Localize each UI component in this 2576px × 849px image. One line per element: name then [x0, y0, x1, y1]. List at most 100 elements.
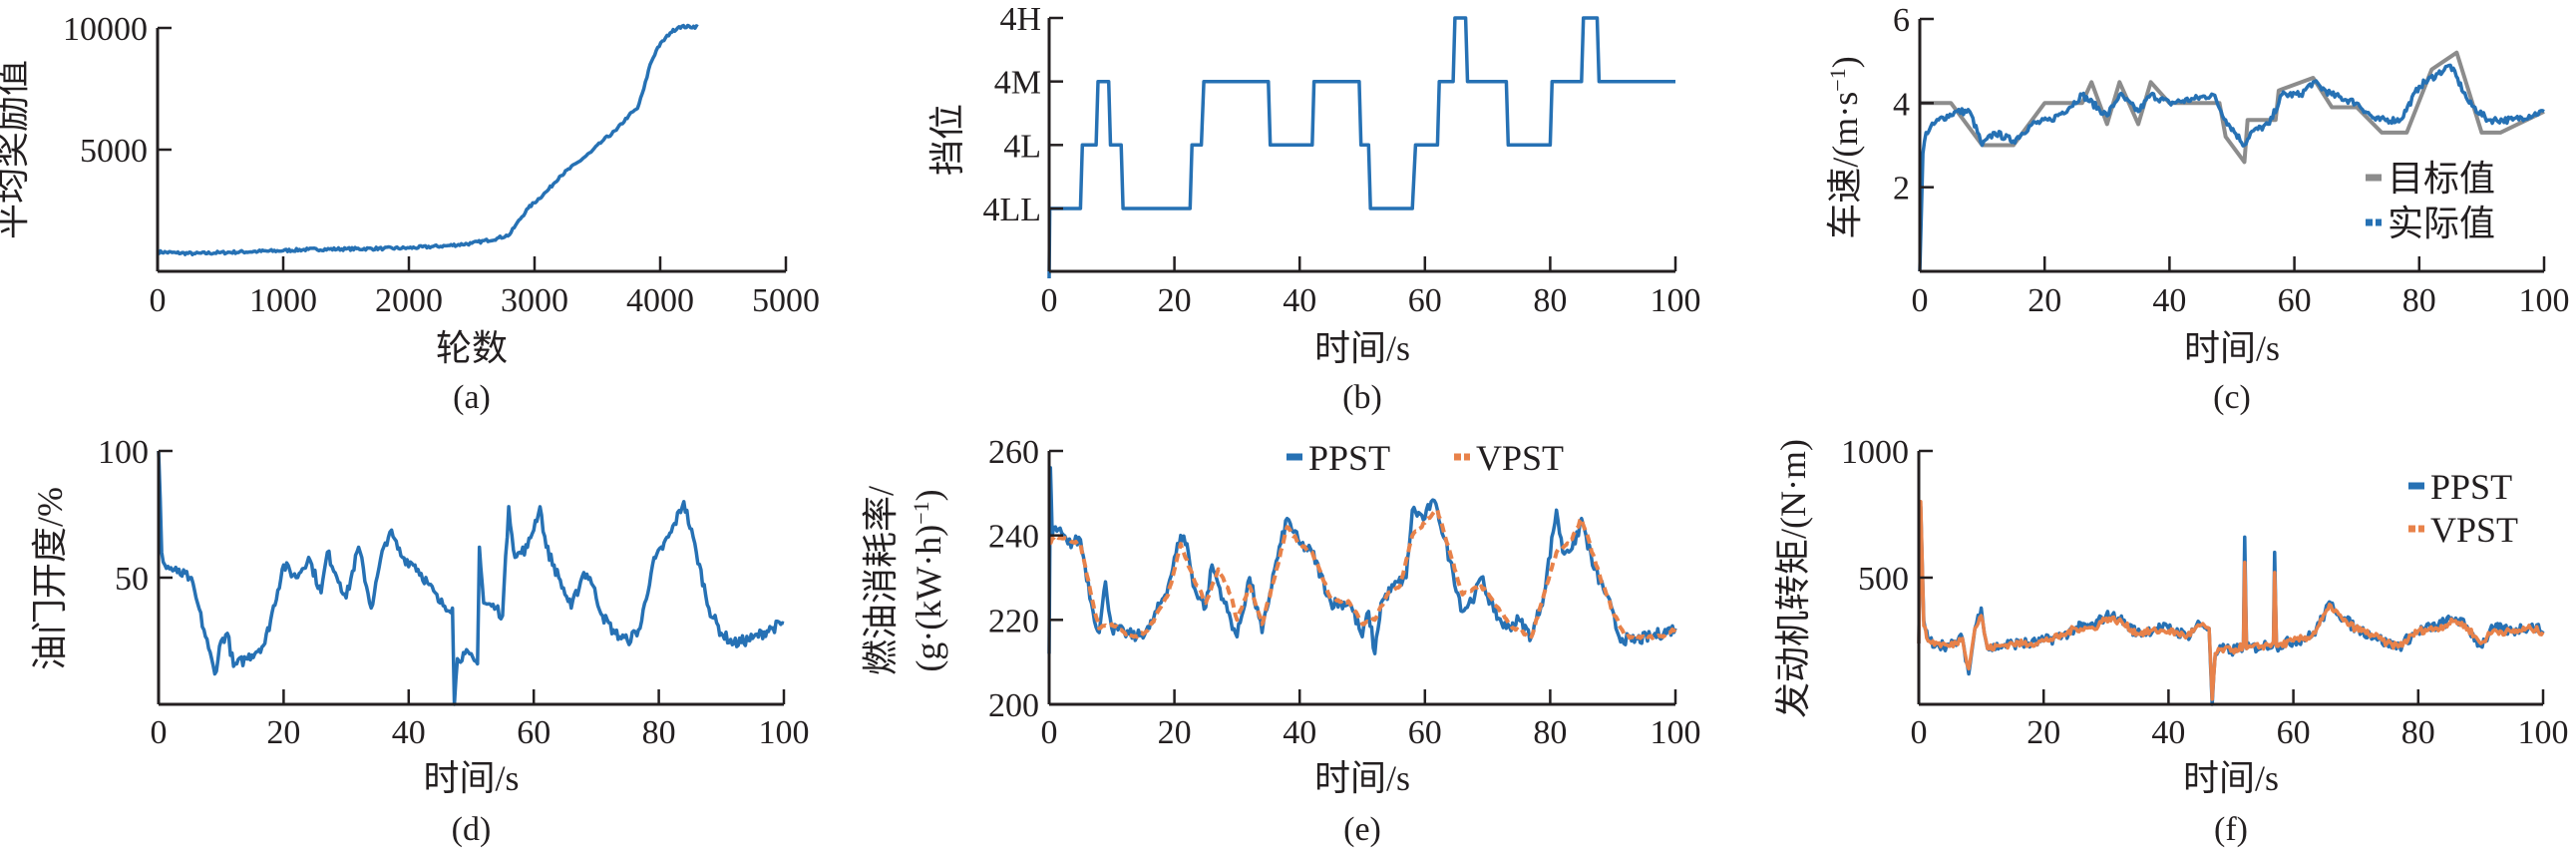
series-line-实际值 — [1918, 63, 2545, 272]
panel-caption: (c) — [2213, 379, 2251, 416]
x-tick-label: 0 — [151, 714, 168, 751]
y-tick-label: 50 — [115, 561, 149, 598]
y-tick-label: 4L — [1003, 128, 1041, 165]
x-tick-label: 20 — [2027, 282, 2061, 319]
y-tick-label: 260 — [988, 434, 1039, 471]
legend-label: 实际值 — [2388, 204, 2495, 243]
x-tick-label: 0 — [1041, 714, 1058, 751]
legend-label: PPST — [1308, 438, 1390, 478]
y-axis-label: 发动机转矩/(N·m) — [1773, 439, 1813, 718]
y-axis-label-superscript: −1 — [1825, 68, 1850, 91]
x-tick-label: 40 — [1283, 282, 1316, 319]
y-tick-label: 5000 — [80, 133, 148, 170]
x-tick-label: 20 — [266, 714, 300, 751]
y-axis-label-part: ) — [1825, 56, 1865, 68]
x-tick-label: 3000 — [501, 282, 568, 319]
x-axis-label: 时间/s — [423, 758, 519, 798]
x-tick-label: 80 — [1533, 282, 1567, 319]
y-tick-label: 200 — [988, 687, 1039, 724]
x-tick-label: 20 — [2026, 714, 2060, 751]
x-tick-label: 4000 — [626, 282, 694, 319]
y-tick-label: 100 — [98, 434, 149, 471]
legend-label: 目标值 — [2388, 159, 2495, 199]
y-tick-label: 240 — [988, 519, 1039, 556]
x-tick-label: 5000 — [752, 282, 820, 319]
x-tick-label: 80 — [1533, 714, 1567, 751]
x-tick-label: 20 — [1158, 282, 1192, 319]
x-axis-label: 时间/s — [1314, 758, 1410, 798]
x-tick-label: 60 — [1408, 282, 1442, 319]
y-axis-label-part: ) — [909, 489, 948, 501]
panel-caption: (f) — [2214, 811, 2248, 848]
legend-label: PPST — [2430, 467, 2512, 507]
y-axis-label-part: 油门开度/% — [30, 487, 70, 670]
y-axis-label-part: 挡位 — [927, 104, 967, 176]
legend-label: VPST — [1476, 438, 1564, 478]
x-tick-label: 0 — [150, 282, 167, 319]
legend-item-PPST: PPST — [2408, 467, 2512, 507]
y-tick-label: 6 — [1893, 2, 1910, 39]
x-tick-label: 60 — [2278, 282, 2312, 319]
x-tick-label: 100 — [1651, 282, 1701, 319]
y-axis-label-part: 燃油消耗率/ — [861, 486, 901, 675]
y-axis-label-part: 平均奖励值 — [0, 60, 32, 239]
legend-item-实际值: 实际值 — [2366, 204, 2495, 243]
y-axis-label-part: 车速/(m·s — [1825, 92, 1865, 239]
series-line-VPST — [1917, 500, 2545, 701]
x-axis-label: 时间/s — [1314, 328, 1410, 368]
x-tick-label: 60 — [2277, 714, 2311, 751]
x-tick-label: 40 — [392, 714, 426, 751]
x-tick-label: 20 — [1158, 714, 1192, 751]
y-tick-label: 1000 — [1841, 434, 1909, 471]
x-axis-label: 时间/s — [2183, 758, 2279, 798]
y-tick-label: 4M — [994, 65, 1041, 102]
x-tick-label: 2000 — [375, 282, 443, 319]
x-tick-label: 60 — [517, 714, 551, 751]
y-axis-label: 车速/(m·s−1) — [1825, 56, 1866, 238]
chart-panel-b: 0 20 40 60 80 100 4LL 4L 4M 4H 时间/s (b) 挡位 — [927, 1, 1701, 416]
x-tick-label: 80 — [2402, 282, 2436, 319]
x-tick-label: 40 — [2152, 282, 2186, 319]
series-line-VPST — [1047, 508, 1677, 640]
y-tick-label: 4 — [1893, 86, 1910, 123]
legend-label: VPST — [2430, 510, 2518, 550]
series-line-挡位 — [1047, 16, 1675, 279]
x-tick-label: 80 — [2401, 714, 2435, 751]
y-axis-label: 平均奖励值 — [0, 60, 32, 239]
chart-panel-f: 0 20 40 60 80 100 500 1000 时间/s (f) 发动机转矩/(N·m) PPS… — [1773, 434, 2569, 848]
chart-panel-d: 0 20 40 60 80 100 50 100 时间/s (d) 油门开度/% — [30, 434, 810, 848]
legend-item-VPST: VPST — [1454, 438, 1564, 478]
x-axis-label: 时间/s — [2184, 328, 2280, 368]
panel-caption: (a) — [453, 379, 491, 416]
chart-panel-e: 0 20 40 60 80 100 200 220 240 260 时间/s (e) 燃油消耗率/(g·… — [861, 434, 1701, 848]
legend-item-目标值: 目标值 — [2366, 159, 2495, 199]
x-tick-label: 100 — [2518, 714, 2569, 751]
x-tick-label: 40 — [2151, 714, 2185, 751]
x-tick-label: 40 — [1283, 714, 1316, 751]
x-tick-label: 1000 — [249, 282, 317, 319]
y-tick-label: 2 — [1893, 171, 1910, 208]
y-axis-label-part: (g·(kW·h) — [909, 525, 948, 672]
series-line-油门开度 — [157, 450, 785, 706]
y-axis-label-superscript: −1 — [909, 501, 933, 524]
panel-caption: (d) — [452, 811, 492, 848]
y-axis-label: 燃油消耗率/ — [861, 486, 901, 675]
x-axis-label: 轮数 — [436, 328, 508, 368]
y-tick-label: 10000 — [63, 11, 148, 48]
y-axis-label-part: 发动机转矩/(N·m) — [1773, 439, 1813, 718]
x-tick-label: 100 — [759, 714, 810, 751]
y-axis-label: 挡位 — [927, 104, 967, 176]
chart-panel-a: 0 1000 2000 3000 4000 5000 5000 10000 轮数 (a) 平均奖励值 — [0, 11, 820, 416]
y-tick-label: 4H — [999, 1, 1041, 38]
panel-caption: (b) — [1342, 379, 1382, 416]
y-tick-label: 4LL — [982, 192, 1041, 228]
x-tick-label: 100 — [1651, 714, 1701, 751]
legend-item-PPST: PPST — [1287, 438, 1390, 478]
x-tick-label: 100 — [2519, 282, 2570, 319]
series-line-平均奖励值 — [156, 23, 699, 256]
legend-item-VPST: VPST — [2408, 510, 2518, 550]
x-tick-label: 0 — [1911, 714, 1928, 751]
y-tick-label: 500 — [1858, 561, 1909, 598]
